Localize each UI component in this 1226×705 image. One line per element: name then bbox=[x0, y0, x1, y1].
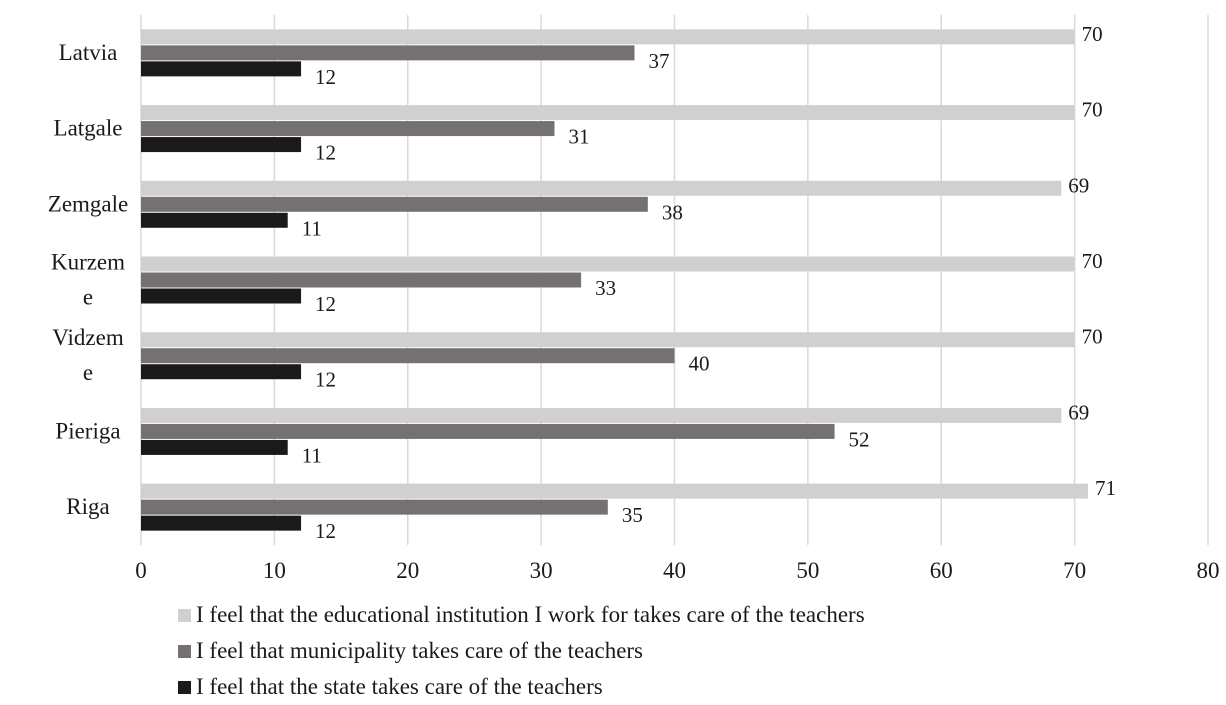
data-label: 40 bbox=[689, 352, 710, 376]
bars bbox=[141, 29, 1088, 531]
data-label: 37 bbox=[648, 49, 669, 73]
category-label: Pieriga bbox=[55, 418, 120, 443]
legend-swatch bbox=[178, 608, 191, 622]
x-tick-label: 70 bbox=[1063, 558, 1086, 583]
data-label: 12 bbox=[315, 65, 336, 89]
data-label: 52 bbox=[849, 427, 870, 451]
legend-label: I feel that municipality takes care of t… bbox=[196, 638, 644, 663]
legend: I feel that the educational institution … bbox=[178, 597, 865, 705]
category-label: e bbox=[83, 360, 93, 385]
x-tick-label: 30 bbox=[530, 558, 553, 583]
category-label: Vidzem bbox=[52, 325, 124, 350]
bar bbox=[141, 348, 675, 364]
data-label: 31 bbox=[568, 125, 589, 149]
category-label: Kurzem bbox=[51, 250, 125, 275]
data-label: 38 bbox=[662, 200, 683, 224]
data-label: 12 bbox=[315, 141, 336, 165]
bar bbox=[141, 45, 635, 61]
legend-swatch bbox=[178, 644, 191, 658]
category-label: Latvia bbox=[59, 40, 118, 65]
x-tick-labels: 0 10 20 30 40 50 60 70 80 bbox=[135, 558, 1219, 583]
bar bbox=[141, 483, 1088, 499]
bar bbox=[141, 180, 1062, 196]
data-labels: 70 37 12 70 31 12 69 38 11 70 33 12 70 40 12 69 52 11 71 35… bbox=[302, 22, 1116, 543]
bar bbox=[141, 61, 302, 77]
bar bbox=[141, 105, 1075, 121]
data-label: 35 bbox=[622, 503, 643, 527]
category-labels: Latvia Latgale Zemgale Kurzem e Vidzem e Pierig… bbox=[48, 40, 128, 519]
category-label: Latgale bbox=[54, 116, 123, 141]
data-label: 70 bbox=[1082, 325, 1103, 349]
data-label: 70 bbox=[1082, 22, 1103, 46]
legend-item-state: I feel that the state takes care of the … bbox=[178, 669, 865, 705]
data-label: 70 bbox=[1082, 249, 1103, 273]
bar bbox=[141, 29, 1075, 45]
legend-item-institution: I feel that the educational institution … bbox=[178, 597, 865, 633]
data-label: 70 bbox=[1082, 98, 1103, 122]
data-label: 12 bbox=[315, 292, 336, 316]
x-tick-label: 50 bbox=[796, 558, 819, 583]
bar bbox=[141, 407, 1062, 423]
bar bbox=[141, 121, 555, 137]
bar bbox=[141, 499, 608, 515]
data-label: 11 bbox=[302, 216, 322, 240]
x-tick-label: 40 bbox=[663, 558, 686, 583]
category-label: e bbox=[83, 285, 93, 310]
bar bbox=[141, 272, 582, 288]
bar bbox=[141, 439, 288, 455]
data-label: 69 bbox=[1068, 400, 1089, 424]
bar bbox=[141, 196, 648, 212]
bar bbox=[141, 288, 302, 304]
x-tick-label: 0 bbox=[135, 558, 147, 583]
data-label: 12 bbox=[315, 368, 336, 392]
bar bbox=[141, 137, 302, 153]
x-tick-label: 20 bbox=[396, 558, 419, 583]
legend-label: I feel that the state takes care of the … bbox=[196, 674, 603, 699]
legend-label: I feel that the educational institution … bbox=[196, 602, 865, 627]
data-label: 33 bbox=[595, 276, 616, 300]
grid-lines bbox=[140, 15, 1209, 545]
bar bbox=[141, 256, 1075, 272]
data-label: 69 bbox=[1068, 173, 1089, 197]
x-tick-label: 60 bbox=[930, 558, 953, 583]
category-label: Zemgale bbox=[48, 191, 128, 216]
legend-item-municipality: I feel that municipality takes care of t… bbox=[178, 633, 865, 669]
bar bbox=[141, 423, 835, 439]
category-label: Riga bbox=[66, 494, 109, 519]
bar bbox=[141, 212, 288, 228]
bar bbox=[141, 364, 302, 380]
data-label: 12 bbox=[315, 519, 336, 543]
legend-swatch bbox=[178, 680, 191, 694]
data-label: 71 bbox=[1095, 476, 1116, 500]
bar bbox=[141, 515, 302, 531]
x-tick-label: 10 bbox=[263, 558, 286, 583]
x-tick-label: 80 bbox=[1197, 558, 1220, 583]
data-label: 11 bbox=[302, 443, 322, 467]
bar bbox=[141, 332, 1075, 348]
